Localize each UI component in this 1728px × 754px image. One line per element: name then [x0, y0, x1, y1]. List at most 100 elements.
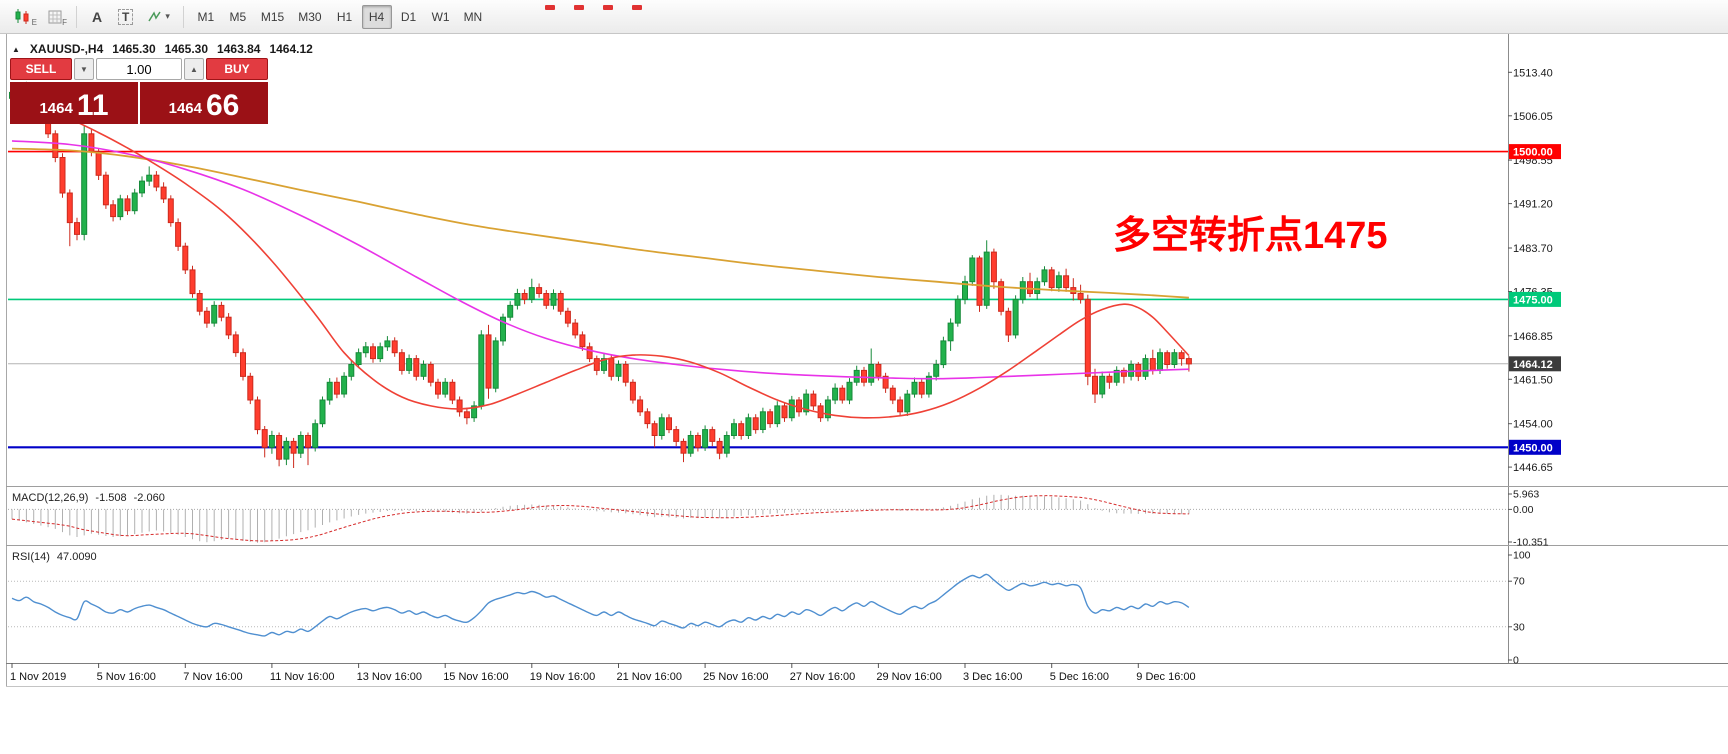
- timeframe-button-h1[interactable]: H1: [330, 5, 360, 29]
- macd-signal-line: [11, 495, 1189, 542]
- chart-canvas[interactable]: 1513.401506.051498.551491.201483.701476.…: [0, 34, 1728, 754]
- sell-button[interactable]: SELL: [10, 58, 72, 80]
- time-axis-label: 7 Nov 16:00: [183, 671, 242, 683]
- chart-background: [0, 34, 1728, 754]
- sell-price-main: 1464: [39, 100, 73, 117]
- price-axis-label: 1468.85: [1513, 331, 1553, 343]
- ohlc-low: 1463.84: [217, 42, 261, 56]
- time-axis-label: 9 Dec 16:00: [1136, 671, 1195, 683]
- rsi-axis-label: 70: [1513, 576, 1525, 588]
- ohlc-high: 1465.30: [164, 42, 209, 56]
- drawing-tools-button[interactable]: ▾: [141, 5, 176, 29]
- timeframe-button-d1[interactable]: D1: [394, 5, 424, 29]
- time-axis-label: 3 Dec 16:00: [963, 671, 1022, 683]
- timeframe-button-m30[interactable]: M30: [292, 5, 327, 29]
- price-axis-label: 1454.00: [1513, 419, 1553, 431]
- collapse-panel-arrow-icon[interactable]: ▲: [12, 44, 20, 54]
- time-axis-label: 11 Nov 16:00: [270, 671, 335, 683]
- rsi-label-text: RSI(14): [12, 551, 50, 563]
- moving-average-fast: [11, 103, 1190, 419]
- svg-text:1450.00: 1450.00: [1513, 442, 1553, 454]
- letter-a-icon: A: [91, 8, 103, 25]
- chart-annotation-text[interactable]: 多空转折点1475: [1113, 215, 1388, 257]
- ohlc-open: 1465.30: [112, 42, 156, 56]
- caret-down-icon: ▾: [165, 11, 170, 21]
- price-axis-label: 1461.50: [1513, 374, 1553, 386]
- grid-icon: [48, 10, 62, 23]
- macd-indicator-label: MACD(12,26,9) -1.508 -2.060: [12, 492, 165, 504]
- symbol-info: ▲ XAUUSD-,H4 1465.30 1465.30 1463.84 146…: [12, 42, 313, 56]
- macd-axis-label: -10.351: [1513, 537, 1549, 549]
- red-tick-marker: [603, 5, 613, 10]
- icon-letter-e: E: [31, 17, 37, 27]
- timeframe-button-m15[interactable]: M15: [255, 5, 290, 29]
- red-tick-marker: [632, 5, 642, 10]
- timeframe-button-w1[interactable]: W1: [426, 5, 456, 29]
- time-axis-label: 25 Nov 16:00: [703, 671, 768, 683]
- time-axis-label: 5 Dec 16:00: [1050, 671, 1109, 683]
- buy-price-pips: 66: [206, 89, 240, 122]
- timeframe-button-mn[interactable]: MN: [458, 5, 489, 29]
- timeframe-button-h4[interactable]: H4: [361, 4, 392, 29]
- price-axis-label: 1513.40: [1513, 67, 1553, 79]
- text-box-tool-button[interactable]: T: [112, 5, 139, 29]
- price-line-badge: 1475.00: [1509, 291, 1561, 307]
- rsi-indicator-label: RSI(14) 47.0090: [12, 551, 97, 563]
- rsi-axis-label: 0: [1513, 655, 1519, 667]
- volume-decrease-button[interactable]: ▼: [74, 58, 94, 80]
- volume-increase-button[interactable]: ▲: [184, 58, 204, 80]
- macd-signal-value: -2.060: [133, 492, 165, 504]
- price-axis-label: 1446.65: [1513, 462, 1553, 474]
- chart-type-button[interactable]: E: [7, 5, 39, 29]
- macd-axis-label: 5.963: [1513, 489, 1539, 501]
- buy-button[interactable]: BUY: [206, 58, 268, 80]
- candlestick-chart-icon: [15, 9, 29, 24]
- moving-average-slow: [11, 147, 1189, 299]
- price-axis-label: 1506.05: [1513, 111, 1553, 123]
- toolbar-separator: [182, 5, 184, 28]
- toolbar: E F A T ▾ M1 M5 M15 M30 H1 H4 D1 W1 MN: [0, 0, 1728, 34]
- volume-input[interactable]: [96, 58, 182, 80]
- red-tick-marker: [574, 5, 584, 10]
- time-axis-label: 19 Nov 16:00: [530, 671, 595, 683]
- macd-label-text: MACD(12,26,9): [12, 492, 89, 504]
- macd-axis-label: 0.00: [1513, 504, 1534, 516]
- time-axis-label: 29 Nov 16:00: [876, 671, 941, 683]
- price-line-badge: 1450.00: [1509, 439, 1561, 455]
- price-line-badge: 1464.12: [1509, 356, 1561, 372]
- sell-price-pips: 11: [76, 89, 109, 122]
- timeframe-button-m5[interactable]: M5: [223, 5, 253, 29]
- moving-average-mid: [11, 140, 1189, 380]
- time-axis-label: 1 Nov 2019: [10, 671, 66, 683]
- svg-text:1464.12: 1464.12: [1513, 359, 1553, 371]
- price-axis-label: 1491.20: [1513, 199, 1553, 211]
- rsi-axis-label: 100: [1513, 550, 1531, 562]
- rsi-line: [11, 573, 1190, 637]
- symbol-label: XAUUSD-,H4: [29, 42, 104, 56]
- toolbar-separator: [76, 5, 77, 28]
- macd-main-value: -1.508: [95, 492, 127, 504]
- rsi-axis-label: 30: [1513, 621, 1525, 633]
- boxed-t-icon: T: [118, 8, 134, 25]
- buy-price-display[interactable]: 1464 66: [140, 82, 268, 124]
- time-axis-label: 13 Nov 16:00: [357, 671, 422, 683]
- rsi-value: 47.0090: [56, 551, 97, 563]
- price-axis-label: 1483.70: [1513, 243, 1553, 255]
- time-axis-label: 15 Nov 16:00: [443, 671, 508, 683]
- red-tick-marker: [545, 5, 555, 10]
- ohlc-close: 1464.12: [269, 42, 313, 56]
- sell-price-display[interactable]: 1464 11: [10, 82, 138, 124]
- svg-text:1500.00: 1500.00: [1513, 147, 1553, 159]
- macd-histogram: [11, 494, 1190, 543]
- time-axis-label: 27 Nov 16:00: [790, 671, 855, 683]
- chart-area: 1513.401506.051498.551491.201483.701476.…: [0, 34, 1728, 754]
- time-axis-label: 5 Nov 16:00: [97, 671, 156, 683]
- timeframe-button-m1[interactable]: M1: [191, 5, 221, 29]
- icon-letter-f: F: [62, 17, 67, 27]
- svg-text:1475.00: 1475.00: [1513, 294, 1553, 306]
- price-line-badge: 1500.00: [1509, 144, 1561, 160]
- time-axis-label: 21 Nov 16:00: [617, 671, 682, 683]
- indicator-grid-button[interactable]: F: [41, 5, 69, 29]
- buy-price-main: 1464: [168, 100, 202, 117]
- text-label-tool-button[interactable]: A: [84, 5, 110, 29]
